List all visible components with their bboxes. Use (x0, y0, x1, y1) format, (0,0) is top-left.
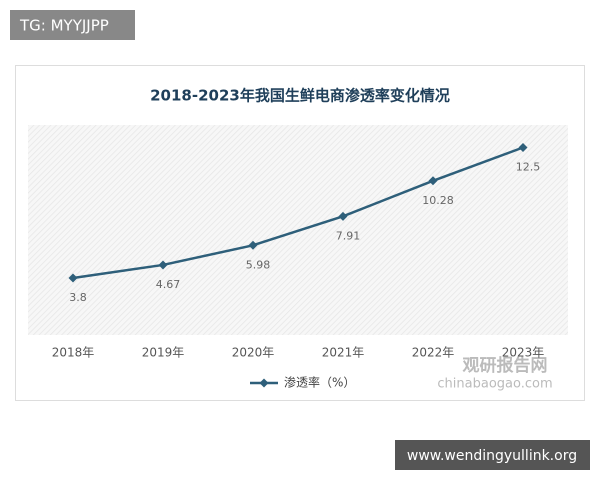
line (72, 146, 524, 280)
marker (68, 273, 78, 283)
legend-label: 渗透率（%） (284, 375, 355, 390)
x-tick-label: 2019年 (142, 346, 185, 360)
value-label: 3.8 (69, 291, 87, 304)
logo-url: chinabaogao.com (437, 377, 552, 392)
marker (158, 260, 168, 270)
x-tick-label: 2022年 (412, 346, 455, 360)
value-label: 7.91 (336, 229, 361, 242)
x-tick-label: 2018年 (52, 346, 95, 360)
value-label: 10.28 (422, 194, 454, 207)
value-label: 4.67 (156, 278, 181, 291)
watermark-box (395, 440, 590, 470)
marker (428, 176, 438, 186)
marker (248, 240, 258, 250)
logo: 观研报告网 (462, 355, 548, 376)
value-label: 12.5 (516, 161, 541, 174)
legend-marker (259, 378, 269, 388)
marker (518, 143, 528, 152)
value-label: 5.98 (246, 258, 271, 271)
watermark-text: TG: MYYJJPP (19, 17, 109, 35)
marker (338, 211, 348, 221)
x-tick-label: 2020年 (232, 346, 275, 360)
x-tick-label: 2021年 (322, 346, 365, 360)
chart-title: 2018-2023年我国生鲜电商渗透率变化情况 (150, 87, 450, 105)
x-tick-label: 2023年 (502, 346, 545, 360)
watermark-text: www.wendingyullink.org (407, 448, 577, 464)
watermark-box (10, 10, 135, 40)
